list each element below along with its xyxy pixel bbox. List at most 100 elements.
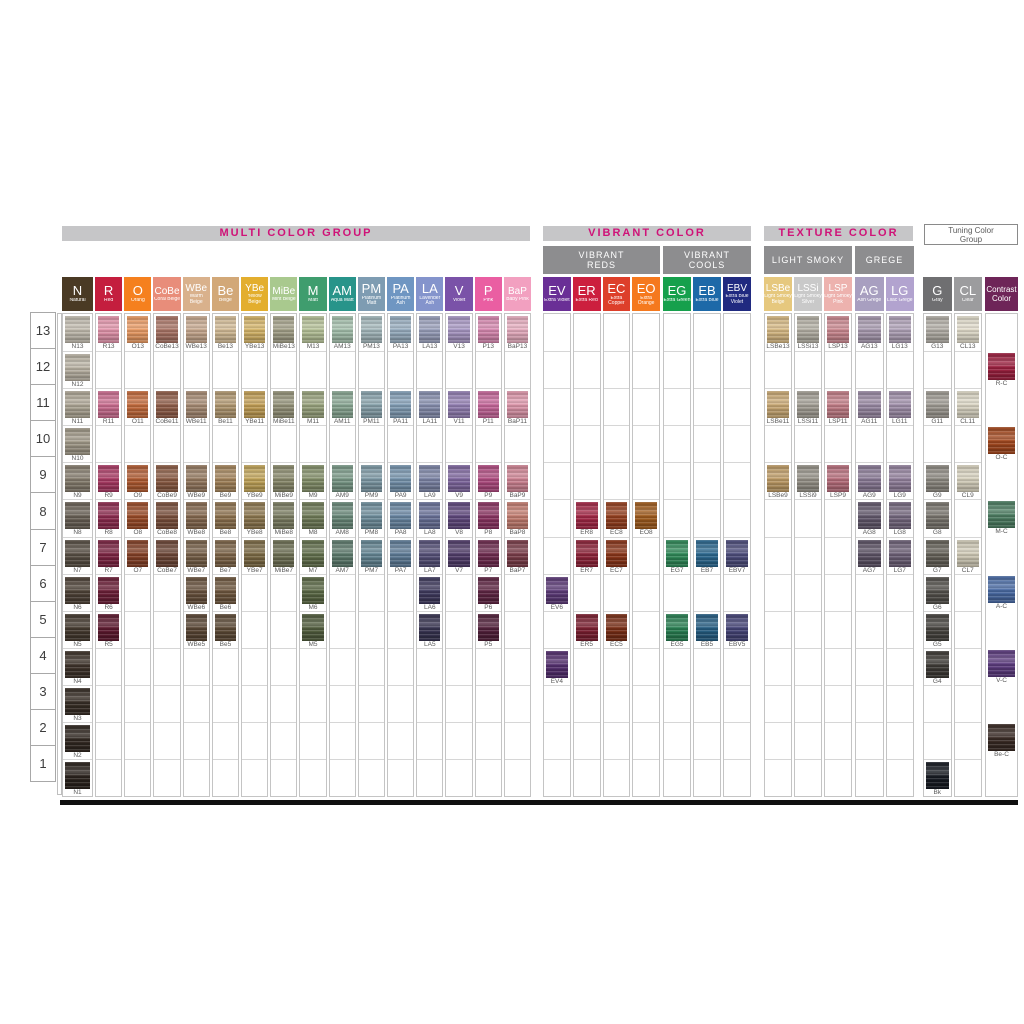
- swatch-label-LA13: LA13: [422, 343, 438, 350]
- column-body-V: V13 V11 V9 V8 V7: [445, 313, 473, 798]
- column-header-EO: EO Extra Orange: [632, 277, 660, 311]
- cell-EB-11: [694, 388, 720, 425]
- swatch-label-PA9: PA9: [394, 492, 407, 500]
- cell-CL-11: CL11: [954, 388, 981, 426]
- cell-AM-6: [329, 573, 355, 611]
- grege-label: GREGE: [865, 255, 904, 265]
- swatch-O13: [127, 316, 149, 343]
- swatch-G13: [926, 316, 949, 343]
- cell-WBe-11: WBe11: [183, 388, 209, 425]
- cell-WBe-10: [183, 425, 209, 462]
- swatch-ER8: [575, 502, 598, 530]
- swatch-LSSi11: [797, 391, 819, 419]
- column-code: V: [454, 283, 464, 299]
- row-number-4: 4: [30, 636, 56, 674]
- row-number-12: 12: [30, 348, 56, 386]
- column-code: ER: [577, 283, 596, 299]
- column-code: N: [72, 283, 83, 299]
- row-number-2: 2: [30, 709, 56, 747]
- cell-BaP-4: [504, 647, 531, 685]
- cell-EG-13: [664, 314, 690, 351]
- swatch-label-AM13: AM13: [333, 343, 351, 350]
- cell-LSBe-5: [765, 610, 791, 648]
- cell-BaP-2: [504, 722, 531, 759]
- cell-LA-11: LA11: [417, 388, 443, 425]
- cell-LSSi-1: [795, 759, 821, 796]
- swatch-WBe11: [185, 391, 207, 419]
- cell-M-7: M7: [300, 536, 326, 574]
- swatch-label-CL13: CL13: [959, 343, 976, 350]
- swatch-MiBe7: [273, 539, 295, 567]
- cell-YBe-3: [242, 684, 268, 722]
- swatch-label-N6: N6: [73, 603, 82, 611]
- cell-M-12: [300, 351, 326, 388]
- swatch-Be8: [214, 502, 237, 530]
- swatch-Be11: [214, 391, 237, 419]
- swatch-label-PA11: PA11: [393, 418, 409, 426]
- cell-contrast-2: Be-C: [986, 722, 1017, 759]
- column-body-ER: ER8 ER7 ER5: [572, 313, 601, 798]
- cell-PM-7: PM7: [358, 536, 385, 574]
- column-body-CL: CL13 CL11 CL9 CL7: [953, 313, 982, 798]
- swatch-P8: [477, 502, 499, 530]
- swatch-ER5: [575, 613, 598, 641]
- column-code: LSBe: [765, 283, 791, 294]
- cell-PM-10: [358, 425, 385, 462]
- swatch-label-M11: M11: [306, 418, 320, 426]
- swatch-N1: [65, 762, 90, 790]
- swatch-LSP13: [827, 316, 849, 343]
- column-code: R: [103, 283, 114, 299]
- swatch-label-LSBe9: LSBe9: [768, 492, 788, 500]
- cell-V-2: [446, 722, 472, 759]
- column-name: Contrast Color: [986, 285, 1017, 303]
- column-name: Light Smoky Beige: [764, 294, 792, 305]
- column-header-contrast: Contrast Color: [985, 277, 1018, 311]
- swatch-label-LA6: LA6: [424, 603, 436, 611]
- swatch-label-CoBe13: CoBe13: [155, 343, 179, 350]
- swatch-Bk: [926, 762, 949, 790]
- swatch-label-PA8: PA8: [394, 529, 407, 537]
- cell-EO-8: EO8: [633, 499, 659, 536]
- cell-contrast-11: [986, 388, 1017, 425]
- column-body-Be: Be13 Be11 Be9 Be8 Be7 Be6 Be5: [211, 313, 240, 798]
- cell-PA-8: PA8: [388, 499, 414, 537]
- cell-PM-11: PM11: [358, 388, 385, 425]
- swatch-label-AG7: AG7: [862, 566, 876, 574]
- swatch-label-P9: P9: [484, 492, 493, 500]
- swatch-label-O11: O11: [131, 418, 144, 426]
- column-name: Extra Orange: [637, 295, 655, 306]
- cell-LSP-9: LSP9: [825, 462, 851, 499]
- cell-AM-2: [329, 722, 355, 759]
- column-body-N: N13 N12 N11 N10 N9 N8 N7 N6 N5 N4 N3 N2 N1: [62, 313, 93, 798]
- swatch-label-M9: M9: [308, 492, 318, 500]
- swatch-LSSi13: [797, 316, 819, 343]
- swatch-N13: [65, 316, 90, 343]
- swatch-P5: [477, 613, 499, 641]
- cell-CL-8: [954, 499, 981, 536]
- group-contrast: Contrast Color R-C O-C M-C A-C V-C Be-C: [985, 277, 1018, 798]
- swatch-V13: [448, 316, 470, 343]
- cell-CL-12: [954, 351, 981, 388]
- swatch-label-LA8: LA8: [424, 529, 436, 537]
- swatch-N7: [65, 539, 90, 567]
- cell-N-5: N5: [63, 610, 92, 648]
- swatch-N5: [65, 613, 90, 641]
- swatch-label-R7: R7: [104, 566, 113, 574]
- cell-LA-10: [417, 425, 443, 462]
- cell-LSSi-7: [795, 536, 821, 574]
- swatch-label-N10: N10: [71, 455, 84, 463]
- cell-N-7: N7: [63, 536, 92, 574]
- swatch-EG5: [666, 613, 688, 641]
- swatch-PA8: [390, 502, 412, 530]
- column-LG: LG Lilac Grege LG13 LG11 LG9 LG8 LG7: [885, 277, 914, 798]
- swatch-CL9: [956, 465, 979, 493]
- swatch-label-LSSi11: LSSi11: [797, 418, 819, 426]
- swatch-WBe6: [185, 576, 207, 604]
- cell-MiBe-4: [271, 647, 297, 685]
- cell-O-9: O9: [125, 462, 151, 499]
- group-smoky: LSBe Light Smoky Beige LSBe13 LSBe11 LSBe9 LS…: [764, 277, 852, 798]
- swatch-label-CL11: CL11: [960, 418, 976, 426]
- swatch-label-G7: G7: [932, 566, 942, 574]
- cell-EG-1: [664, 759, 690, 796]
